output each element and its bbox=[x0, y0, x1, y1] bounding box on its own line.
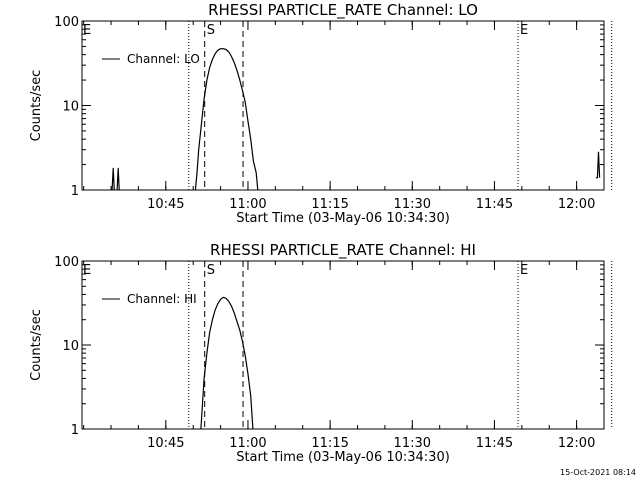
legend-label: Channel: HI bbox=[127, 292, 197, 306]
x-tick-label: 11:30 bbox=[394, 436, 431, 451]
x-tick-label: 11:00 bbox=[229, 436, 266, 451]
panel-hi-channel: RHESSI PARTICLE_RATE Channel: HI Counts/s… bbox=[29, 241, 613, 465]
x-axis-label: Start Time (03-May-06 10:34:30) bbox=[236, 211, 450, 226]
x-tick-label: 11:30 bbox=[394, 197, 431, 212]
data-line-segment bbox=[111, 167, 115, 191]
x-tick-label: 12:00 bbox=[558, 197, 595, 212]
marker-label: S bbox=[207, 23, 215, 38]
y-tick-label: 100 bbox=[54, 15, 79, 30]
plot-frame bbox=[81, 20, 605, 191]
data-line-segment bbox=[116, 167, 120, 191]
panel-lo-channel: RHESSI PARTICLE_RATE Channel: LO Counts/s… bbox=[29, 1, 613, 226]
x-tick-label: 10:45 bbox=[147, 436, 184, 451]
x-tick-label: 12:00 bbox=[558, 436, 595, 451]
corner-label: E bbox=[83, 263, 91, 278]
marker-label: E bbox=[520, 263, 528, 278]
plot-frame bbox=[81, 260, 605, 430]
y-axis-label: Counts/sec bbox=[29, 70, 44, 142]
x-axis-label: Start Time (03-May-06 10:34:30) bbox=[236, 450, 450, 465]
x-tick-label: 11:45 bbox=[476, 436, 513, 451]
y-tick-label: 10 bbox=[62, 339, 79, 354]
legend-label: Channel: LO bbox=[127, 52, 200, 66]
chart-title: RHESSI PARTICLE_RATE Channel: HI bbox=[210, 241, 476, 260]
marker-label: E bbox=[520, 23, 528, 38]
x-tick-label: 11:45 bbox=[476, 197, 513, 212]
data-line-segment bbox=[194, 48, 259, 191]
generation-timestamp: 15-Oct-2021 08:14 bbox=[560, 468, 636, 477]
x-tick-label: 11:15 bbox=[311, 197, 348, 212]
y-tick-label: 100 bbox=[54, 255, 79, 270]
y-tick-label: 1 bbox=[71, 184, 79, 199]
chart-title: RHESSI PARTICLE_RATE Channel: LO bbox=[208, 1, 478, 20]
y-tick-label: 10 bbox=[62, 100, 79, 115]
y-axis-label: Counts/sec bbox=[29, 309, 44, 381]
x-tick-label: 10:45 bbox=[147, 197, 184, 212]
marker-label: S bbox=[207, 263, 215, 278]
corner-label: E bbox=[83, 23, 91, 38]
data-line-segment bbox=[595, 151, 601, 179]
x-tick-label: 11:00 bbox=[229, 197, 266, 212]
y-tick-label: 1 bbox=[71, 423, 79, 438]
data-line-segment bbox=[200, 296, 254, 430]
x-tick-label: 11:15 bbox=[311, 436, 348, 451]
